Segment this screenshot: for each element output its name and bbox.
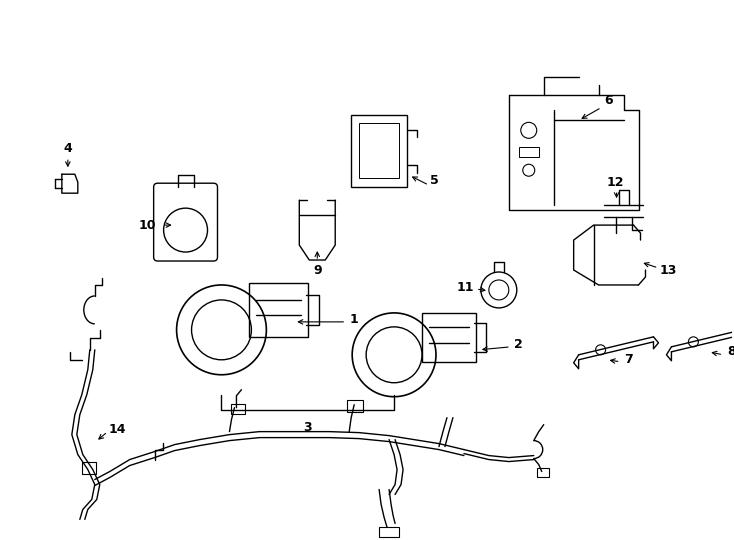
- Text: 10: 10: [139, 219, 156, 232]
- Text: 1: 1: [350, 313, 358, 326]
- Bar: [359, 123, 399, 178]
- Bar: [231, 404, 245, 414]
- Bar: [347, 400, 363, 411]
- Text: 13: 13: [660, 264, 677, 276]
- Text: 7: 7: [624, 353, 633, 366]
- Text: 5: 5: [429, 174, 438, 187]
- Bar: [379, 528, 399, 537]
- Text: 3: 3: [303, 421, 312, 434]
- Text: 11: 11: [456, 281, 473, 294]
- Bar: [519, 147, 539, 157]
- Bar: [537, 468, 549, 476]
- Text: 14: 14: [109, 423, 126, 436]
- Text: 8: 8: [727, 345, 734, 359]
- Bar: [81, 462, 95, 474]
- Text: 6: 6: [604, 94, 613, 107]
- Text: 12: 12: [607, 176, 625, 188]
- Bar: [351, 116, 407, 187]
- Text: 4: 4: [63, 142, 72, 155]
- Text: 2: 2: [515, 339, 523, 352]
- Text: 9: 9: [313, 264, 321, 276]
